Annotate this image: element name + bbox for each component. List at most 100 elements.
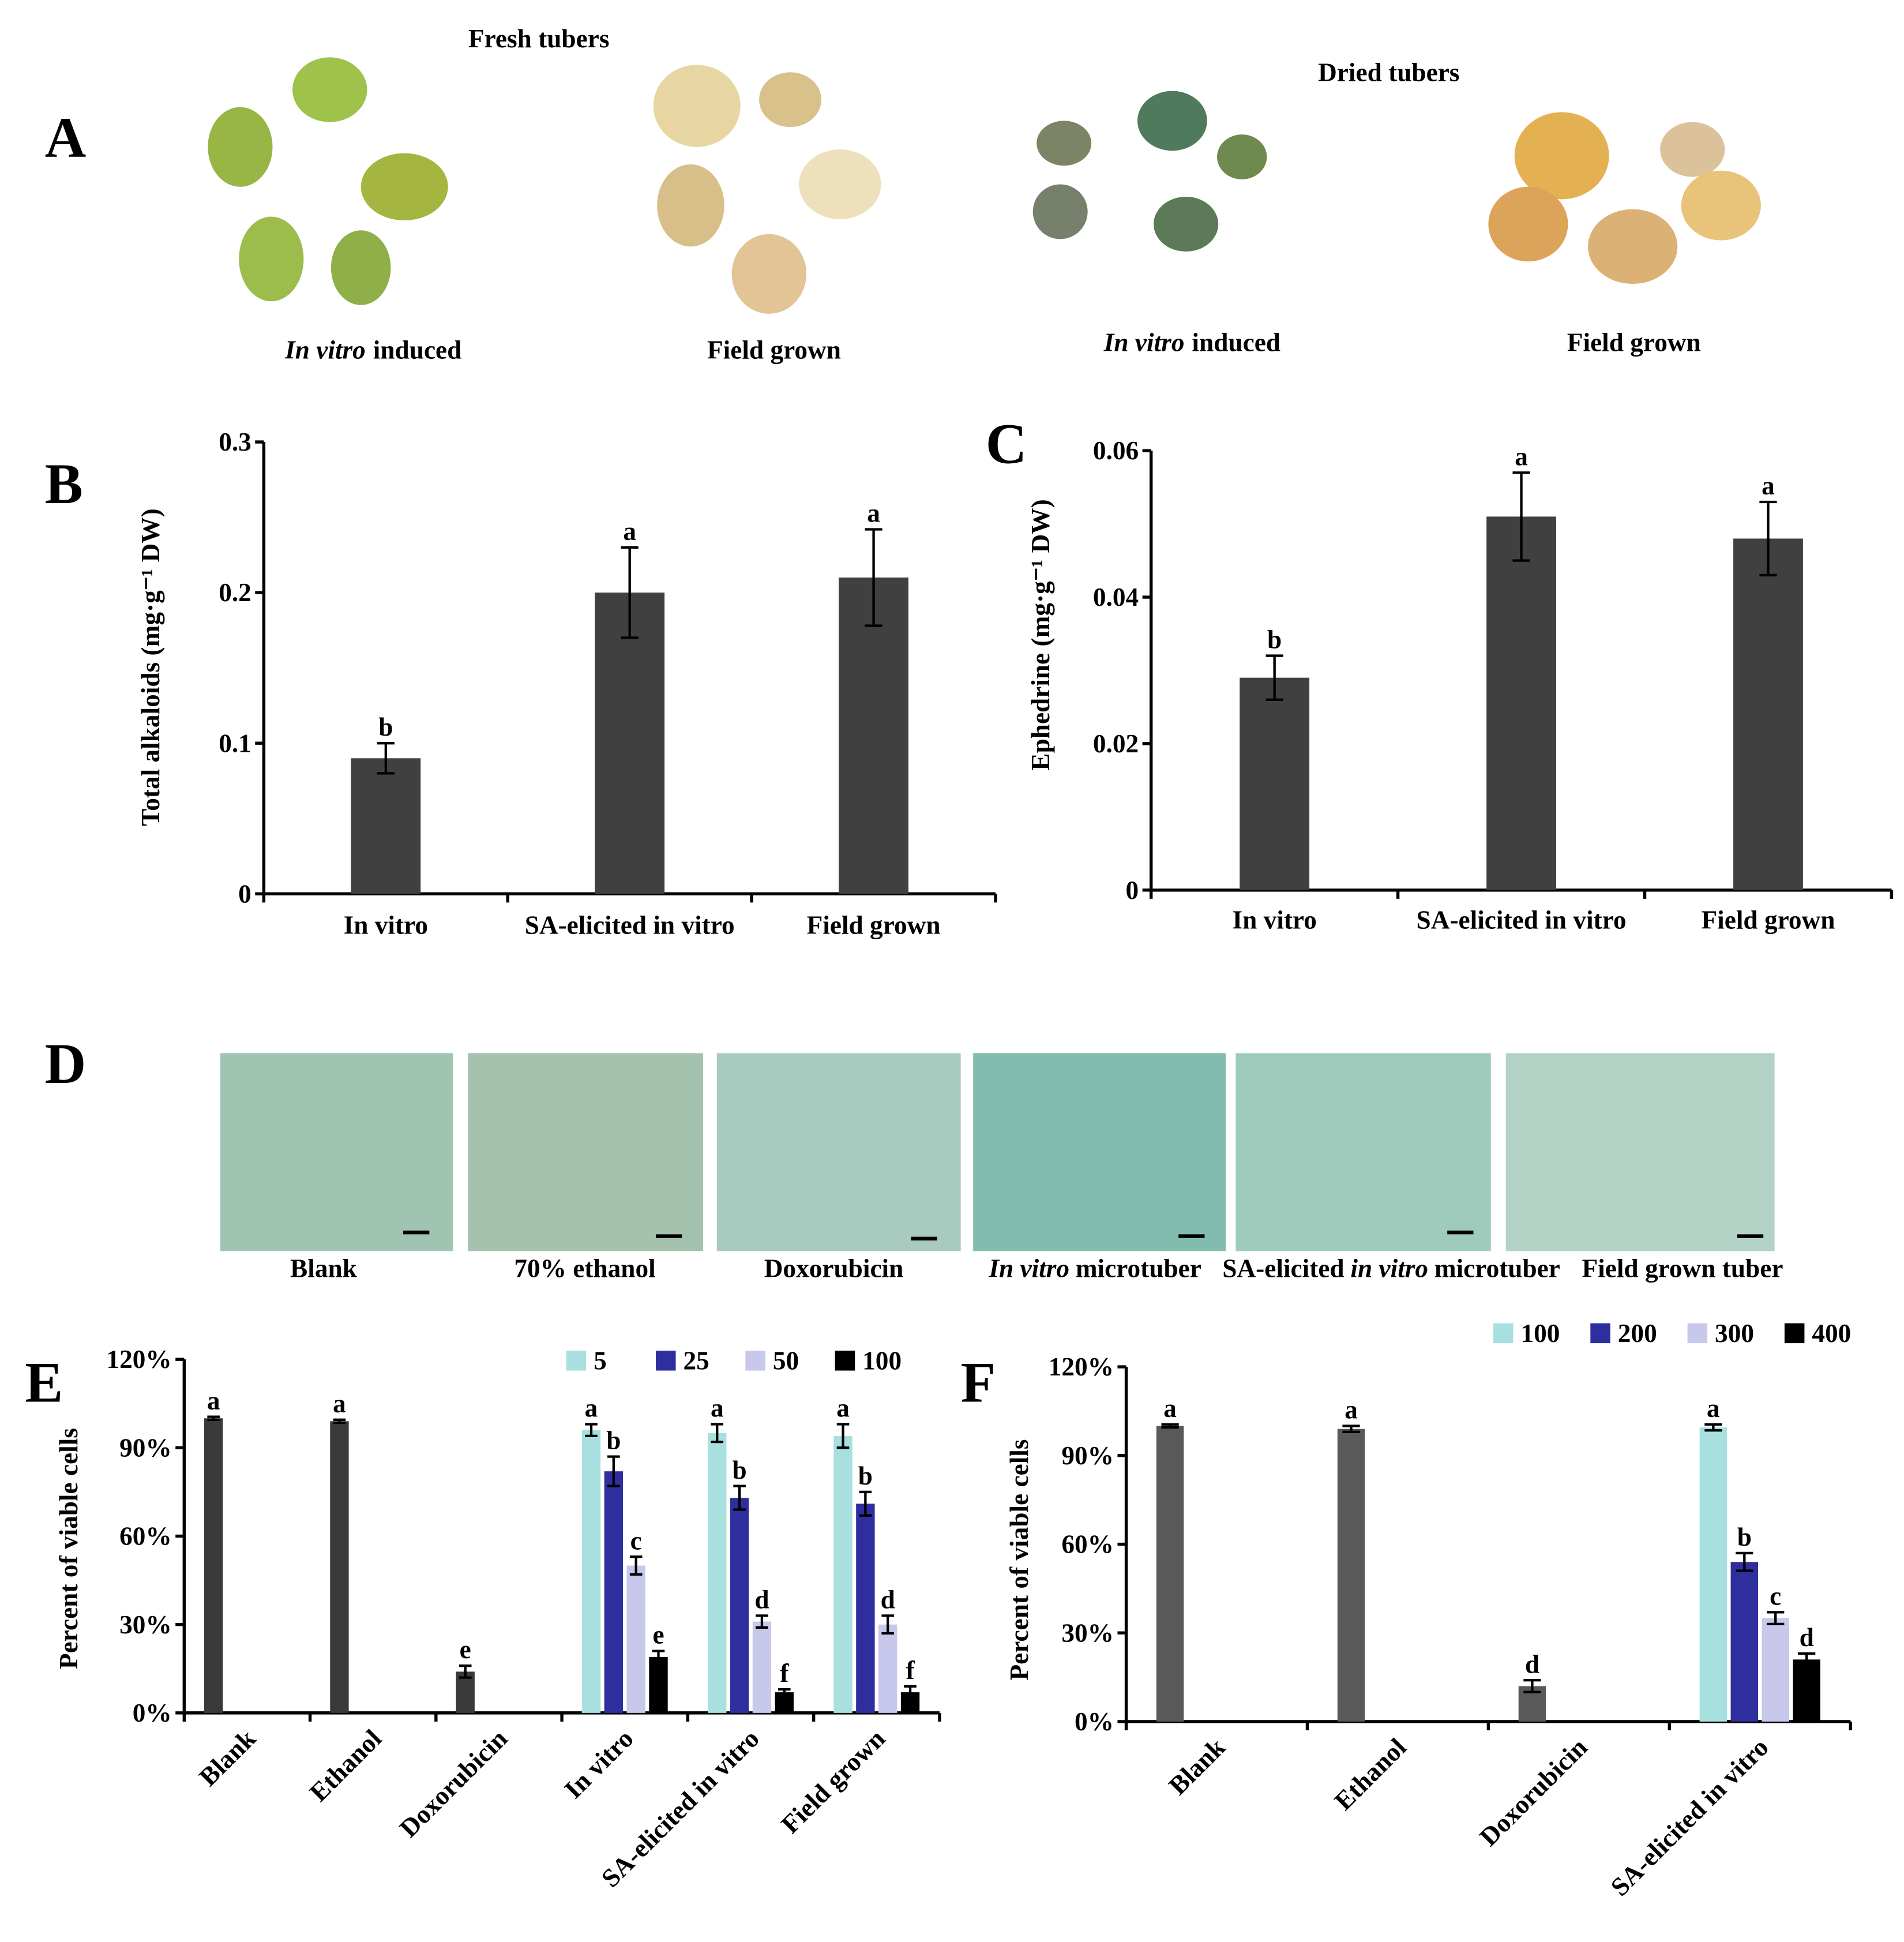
bar xyxy=(1762,1618,1789,1722)
error-bar xyxy=(1798,1652,1816,1667)
bar xyxy=(1240,677,1310,890)
photo-label: In vitro induced xyxy=(284,336,461,365)
panel-letter: C xyxy=(986,413,1027,476)
error-bar xyxy=(733,1484,746,1511)
error-bar xyxy=(711,1423,724,1444)
x-tick-label: Doxorubicin xyxy=(1474,1733,1593,1851)
x-tick-label: Blank xyxy=(194,1723,262,1791)
significance-label: a xyxy=(1707,1394,1720,1423)
x-tick-label: SA-elicited in vitro xyxy=(1417,906,1627,935)
bar xyxy=(351,758,421,894)
micrograph-label: 70% ethanol xyxy=(514,1254,655,1283)
error-bar xyxy=(778,1688,791,1697)
photo-fresh-invitro xyxy=(208,57,448,305)
error-bar xyxy=(865,528,882,627)
y-axis-label: Ephedrine (mg·g⁻¹ DW) xyxy=(1026,499,1055,770)
bar xyxy=(833,1435,853,1713)
bar xyxy=(839,578,908,894)
significance-label: d xyxy=(754,1585,769,1614)
significance-label: a xyxy=(1515,442,1528,471)
label-part: induced xyxy=(1192,328,1280,357)
significance-label: a xyxy=(836,1394,850,1423)
error-bar xyxy=(459,1664,472,1679)
y-tick-label: 120% xyxy=(1049,1352,1114,1381)
label-part: induced xyxy=(373,336,462,365)
significance-label: a xyxy=(623,517,636,546)
label-part: 70% ethanol xyxy=(514,1254,655,1283)
photo-dried-invitro xyxy=(1032,91,1267,252)
photo-title: Dried tubers xyxy=(1318,58,1459,87)
error-bar xyxy=(1736,1551,1753,1572)
legend-swatch xyxy=(745,1351,765,1371)
panel-letter: F xyxy=(961,1352,996,1415)
legend-label: 5 xyxy=(594,1346,607,1375)
y-tick-label: 60% xyxy=(1061,1530,1114,1559)
x-tick-label: In vitro xyxy=(344,910,428,939)
photo-title: Fresh tubers xyxy=(468,24,610,53)
y-tick-label: 0 xyxy=(1125,876,1139,905)
significance-label: e xyxy=(652,1621,664,1649)
x-tick-label: SA-elicited in vitro xyxy=(525,910,735,939)
y-tick-label: 0.3 xyxy=(219,428,251,456)
significance-label: d xyxy=(881,1585,895,1614)
photo-label: Field grown xyxy=(1567,328,1701,357)
legend-label: 25 xyxy=(683,1346,709,1375)
y-tick-label: 90% xyxy=(119,1433,172,1462)
error-bar xyxy=(629,1555,643,1576)
y-tick-label: 30% xyxy=(119,1610,172,1639)
significance-label: b xyxy=(1737,1523,1752,1551)
error-bar xyxy=(1265,654,1283,701)
y-tick-label: 30% xyxy=(1061,1618,1114,1647)
label-part: Doxorubicin xyxy=(764,1254,904,1283)
bar xyxy=(595,593,665,894)
y-tick-label: 0% xyxy=(133,1699,172,1727)
bar xyxy=(752,1621,772,1713)
significance-label: a xyxy=(1345,1396,1358,1424)
bar xyxy=(330,1421,349,1713)
y-tick-label: 0.02 xyxy=(1093,729,1139,758)
legend-swatch xyxy=(1687,1323,1708,1344)
significance-label: b xyxy=(1267,625,1282,654)
error-bar xyxy=(1512,471,1530,562)
micrograph-label: SA-elicited in vitro microtuber xyxy=(1222,1254,1560,1283)
significance-label: a xyxy=(585,1394,598,1423)
x-tick-label: Ethanol xyxy=(304,1724,387,1807)
x-tick-label: Ethanol xyxy=(1329,1733,1412,1816)
bar xyxy=(1699,1427,1728,1722)
micrograph-label: Field grown tuber xyxy=(1582,1254,1783,1283)
y-axis-label: Percent of viable cells xyxy=(1005,1439,1034,1680)
label-part: microtuber xyxy=(1434,1254,1560,1283)
x-tick-label: Field grown xyxy=(1701,906,1835,935)
label-part: Blank xyxy=(290,1254,358,1283)
error-bar xyxy=(836,1423,850,1449)
photo-dried-field xyxy=(1488,112,1761,284)
legend-label: 50 xyxy=(773,1346,799,1375)
legend-swatch xyxy=(1493,1323,1514,1344)
photo-label: In vitro induced xyxy=(1103,328,1280,357)
y-tick-label: 0 xyxy=(238,879,251,908)
micrograph-label: Doxorubicin xyxy=(764,1254,904,1283)
legend-swatch xyxy=(835,1351,855,1371)
significance-label: b xyxy=(378,713,393,741)
error-bar xyxy=(881,1614,894,1635)
y-tick-label: 120% xyxy=(106,1345,171,1374)
significance-label: a xyxy=(333,1389,346,1418)
error-bar xyxy=(1342,1424,1360,1433)
y-axis-label: Total alkaloids (mg·g⁻¹ DW) xyxy=(136,508,165,826)
legend-label: 100 xyxy=(1520,1319,1560,1348)
significance-label: c xyxy=(630,1526,642,1555)
panel-letter: D xyxy=(45,1033,87,1096)
panel-letter: E xyxy=(25,1352,63,1415)
x-tick-label: Blank xyxy=(1163,1733,1231,1801)
label-part: Field grown xyxy=(707,336,841,365)
significance-label: b xyxy=(733,1456,747,1484)
bar xyxy=(1730,1562,1759,1722)
significance-label: e xyxy=(460,1635,471,1664)
y-tick-label: 0.1 xyxy=(219,729,251,758)
bar xyxy=(1156,1426,1184,1722)
error-bar xyxy=(607,1455,620,1487)
label-part: In vitro xyxy=(284,336,366,365)
bar xyxy=(856,1504,875,1713)
error-bar xyxy=(859,1490,872,1517)
